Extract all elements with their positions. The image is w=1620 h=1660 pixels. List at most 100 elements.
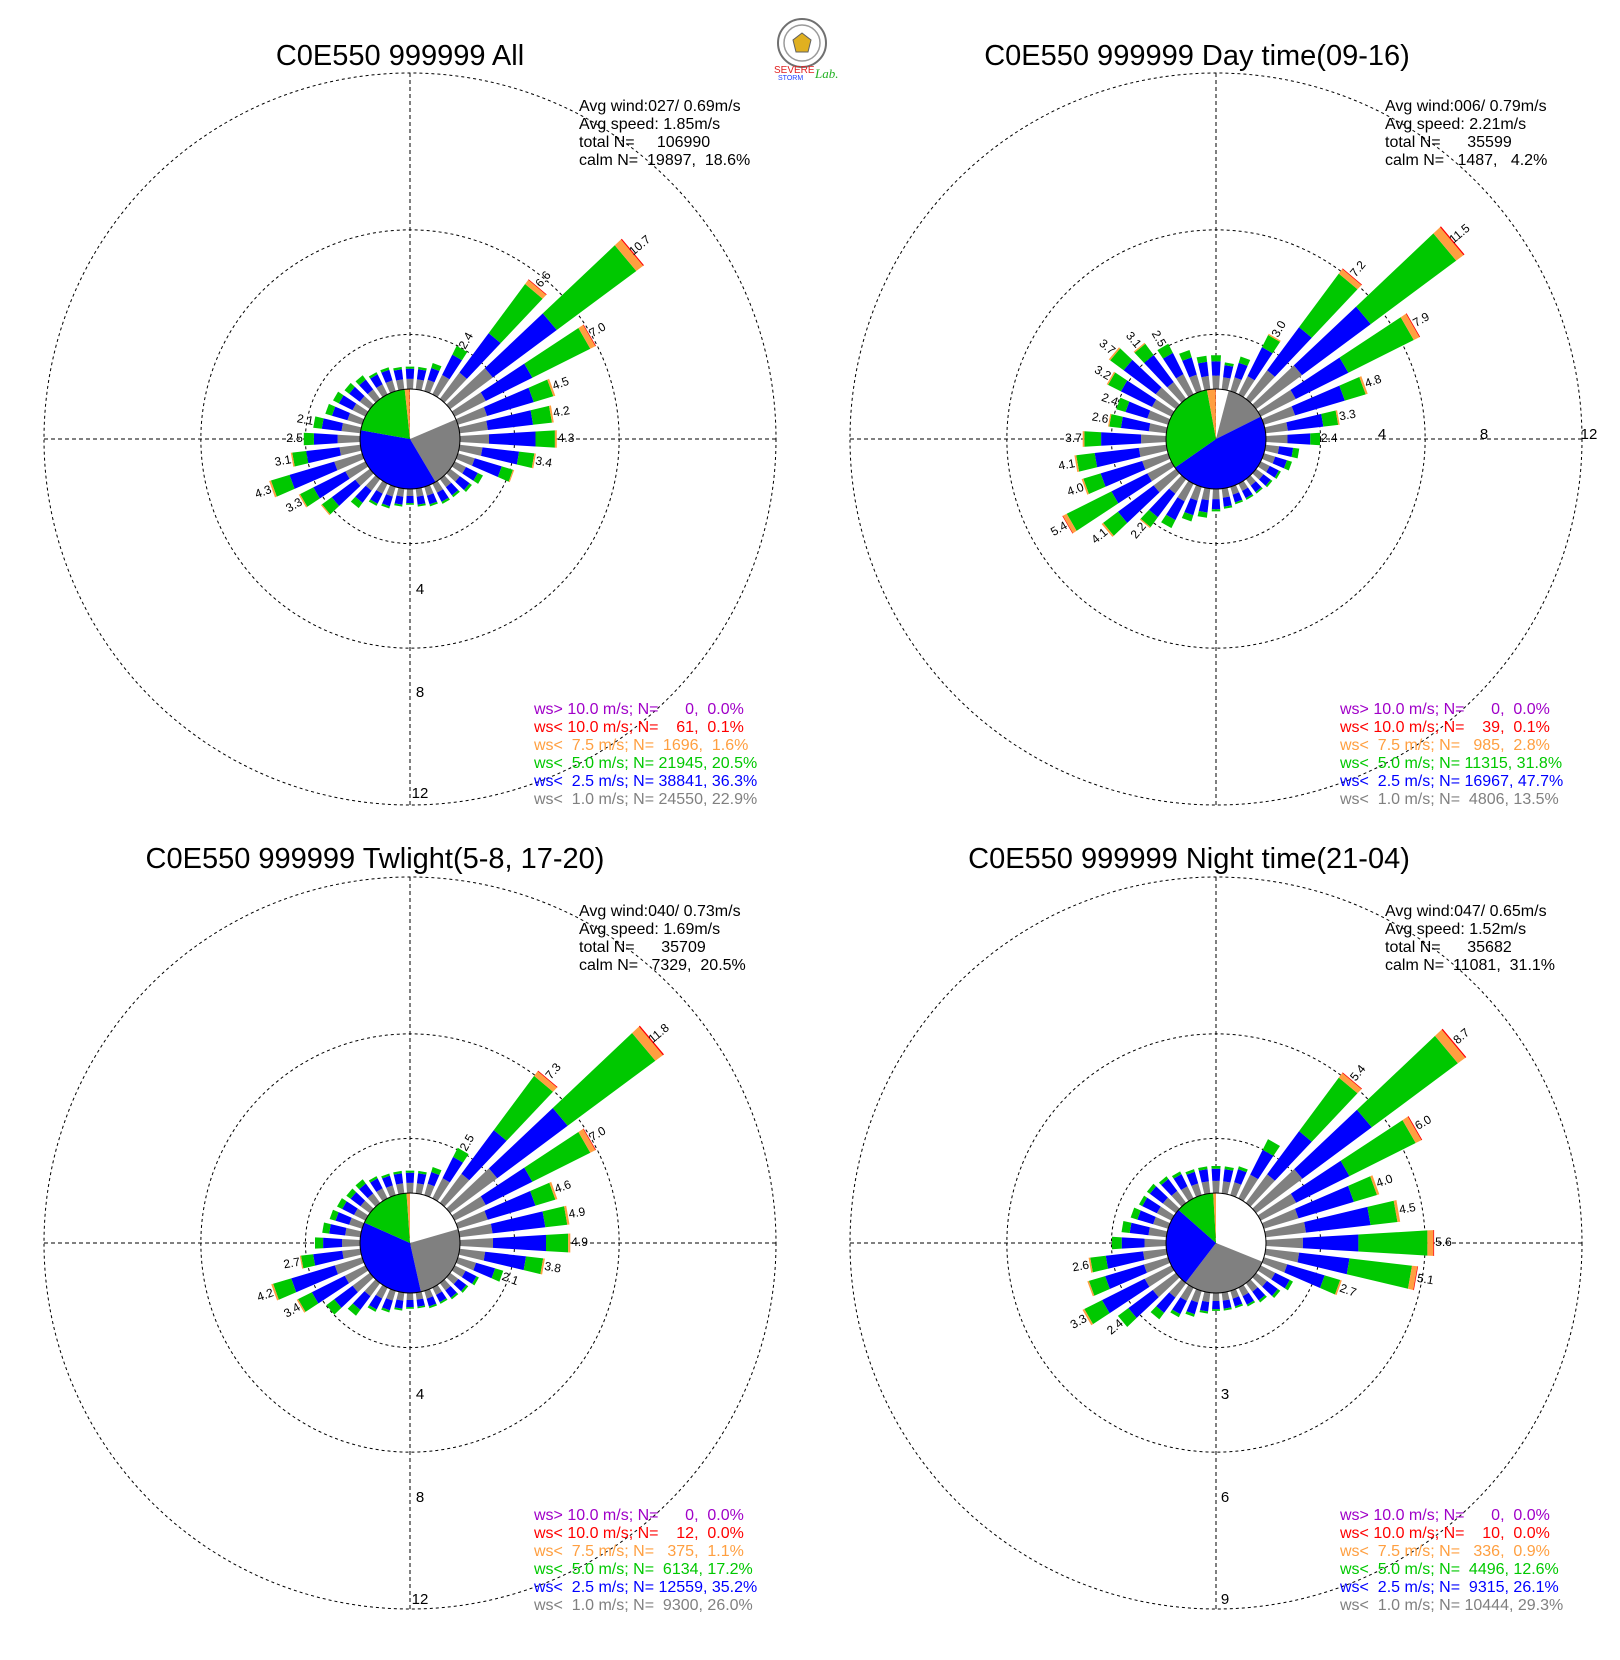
bar-segment-lt1 — [458, 420, 488, 434]
bar-segment-lt5 — [1310, 432, 1320, 446]
bar-segment-lt2-5 — [370, 490, 383, 504]
bar-segment-lt2-5 — [488, 1108, 568, 1179]
speed-legend: ws> 10.0 m/s; N= 0, 0.0% ws< 10.0 m/s; N… — [1339, 701, 1563, 808]
bar-segment-lt2-5 — [1200, 1300, 1210, 1312]
bar-segment-lt1 — [354, 1208, 369, 1221]
bar-segment-lt2-5 — [1105, 1251, 1145, 1269]
bar-segment-lt1 — [432, 480, 444, 493]
bar-segment-lt2-5 — [455, 476, 470, 491]
bar-segment-lt5 — [393, 1170, 402, 1175]
bar-segment-lt5 — [368, 372, 378, 379]
range-ring — [43, 72, 777, 806]
legend-entry: ws< 5.0 m/s; N= 6134, 17.2% — [533, 1561, 753, 1578]
bar-segment-lt2-5 — [459, 333, 501, 379]
bar-segment-lt5 — [325, 403, 336, 416]
bar-segment-lt2-5 — [1144, 355, 1174, 388]
bar-segment-lt2-5 — [436, 489, 449, 502]
bar-segment-lt5 — [1238, 356, 1251, 366]
bar-segment-lt2-5 — [1302, 1234, 1359, 1252]
bar-segment-lt5 — [1161, 514, 1176, 529]
bar-segment-lt1 — [1257, 1265, 1276, 1280]
bar-segment-lt2-5 — [1156, 1292, 1176, 1313]
bar-segment-lt10 — [620, 238, 644, 266]
bar-segment-lt5 — [1090, 1255, 1108, 1273]
bar-segment-lt5 — [451, 490, 460, 498]
range-ring — [200, 1033, 620, 1453]
bar-segment-lt1 — [337, 434, 361, 444]
bar-segment-lt1 — [1265, 434, 1288, 444]
bar-segment-lt1 — [347, 413, 365, 425]
bar-segment-lt7-5 — [1133, 342, 1146, 353]
bar-segment-lt2-5 — [427, 368, 440, 383]
bar-segment-lt2-5 — [1250, 481, 1262, 493]
bar-segment-lt1 — [1238, 1174, 1259, 1202]
bar-segment-lt2-5 — [427, 1172, 440, 1187]
panel-title: C0E550 999999 All — [276, 40, 524, 72]
bar-segment-lt5 — [1196, 355, 1208, 364]
bar-segment-lt7-5 — [540, 1258, 545, 1275]
legend-entry: ws< 1.0 m/s; N= 10444, 29.3% — [1339, 1597, 1563, 1614]
bar-segment-lt1 — [1252, 468, 1264, 480]
bar-segment-lt1 — [1167, 382, 1187, 403]
bar-segment-lt2-5 — [462, 467, 478, 481]
bar-value-label: 2.7 — [1338, 1281, 1359, 1300]
bar-segment-lt1 — [406, 488, 414, 496]
bar-segment-lt5 — [491, 1268, 504, 1282]
bar-segment-lt2-5 — [350, 1192, 366, 1207]
bar-segment-lt7-5 — [1427, 1230, 1434, 1256]
logo-seal-inner-ring — [783, 24, 821, 62]
bar-value-label: 4.3 — [253, 482, 274, 501]
bar-segment-lt2-5 — [416, 1173, 427, 1185]
bar-value-label: 3.4 — [534, 453, 553, 470]
bar-value-label: 4.9 — [571, 1235, 588, 1249]
bar-segment-lt5 — [355, 375, 366, 386]
legend-entry: ws> 10.0 m/s; N= 0, 0.0% — [533, 1507, 744, 1524]
pie-slice-lt1 — [410, 419, 460, 482]
bar-segment-lt1 — [446, 1168, 498, 1214]
bar-segment-lt1 — [1142, 453, 1171, 470]
polar-grid — [849, 72, 1583, 806]
bar-segment-lt7-5 — [1435, 1029, 1466, 1064]
pie-slice-lt5 — [1178, 1193, 1216, 1243]
bar-segment-lt1 — [1221, 487, 1230, 498]
calm-speed-pie — [1165, 388, 1267, 490]
bar-segment-lt1 — [1177, 480, 1194, 502]
bar-segment-lt5 — [1150, 1306, 1165, 1320]
bar-segment-lt2-5 — [1211, 499, 1221, 510]
bar-segment-lt2-5 — [1184, 498, 1198, 516]
bar-segment-lt1 — [455, 453, 475, 466]
bar-segment-lt7-5 — [1082, 431, 1085, 447]
bar-segment-lt1 — [1230, 1182, 1242, 1198]
bar-segment-lt1 — [455, 1257, 477, 1271]
bar-segment-lt1 — [364, 1279, 381, 1297]
bar-value-label: 3.7 — [1065, 431, 1082, 445]
bar-segment-lt1 — [396, 1183, 405, 1195]
bar-segment-lt7-5 — [1370, 1175, 1380, 1195]
bar-segment-lt2-5 — [1232, 492, 1243, 503]
panel-title: C0E550 999999 Night time(21-04) — [968, 843, 1410, 875]
bar-segment-lt2-5 — [393, 369, 404, 381]
bar-segment-lt2-5 — [311, 1275, 349, 1304]
bar-segment-lt1 — [342, 1248, 362, 1259]
bar-segment-lt1 — [451, 1265, 466, 1278]
bar-segment-lt1 — [352, 1272, 374, 1293]
bar-segment-lt5 — [1245, 494, 1254, 500]
speed-legend: ws> 10.0 m/s; N= 0, 0.0% ws< 10.0 m/s; N… — [533, 701, 757, 808]
bar-segment-lt2-5 — [426, 493, 438, 505]
bar-segment-lt7-5 — [1408, 1265, 1418, 1290]
bar-segment-lt2-5 — [1234, 362, 1248, 380]
bar-segment-lt2-5 — [323, 1237, 343, 1249]
bar-segment-lt1 — [439, 372, 467, 403]
bar-segment-lt7-5 — [1139, 518, 1151, 529]
bar-segment-lt1 — [1201, 487, 1211, 501]
bar-segment-lt1 — [1261, 406, 1296, 425]
bar-segment-lt5 — [1272, 1289, 1281, 1298]
bar-segment-lt2-5 — [493, 1234, 546, 1252]
bar-segment-lt1 — [1221, 1291, 1230, 1301]
bar-segment-lt1 — [451, 392, 486, 417]
bar-segment-lt1 — [1181, 1186, 1194, 1202]
calm-speed-pie — [359, 388, 461, 490]
bar-segment-lt7-5 — [578, 1128, 596, 1153]
bar-segment-lt5 — [1116, 397, 1130, 412]
speed-legend: ws> 10.0 m/s; N= 0, 0.0% ws< 10.0 m/s; N… — [1339, 1507, 1563, 1614]
